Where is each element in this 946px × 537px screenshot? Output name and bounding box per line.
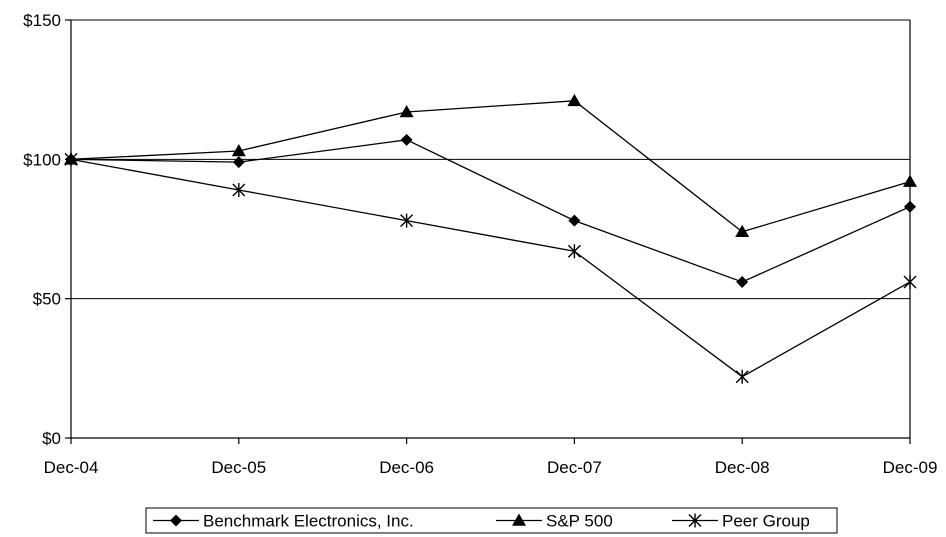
data-point xyxy=(400,213,414,228)
x-tick-label: Dec-08 xyxy=(715,458,770,477)
data-point xyxy=(736,275,749,288)
legend-item: Benchmark Electronics, Inc. xyxy=(153,512,414,531)
x-tick-label: Dec-04 xyxy=(44,458,99,477)
data-point xyxy=(903,274,917,289)
y-tick-label: $150 xyxy=(23,11,61,30)
data-point xyxy=(232,182,246,197)
legend-marker xyxy=(512,513,526,526)
y-tick-label: $100 xyxy=(23,150,61,169)
legend-item: S&P 500 xyxy=(496,512,613,531)
x-tick-label: Dec-06 xyxy=(379,458,434,477)
y-tick-label: $0 xyxy=(42,429,61,448)
gridlines xyxy=(71,19,910,300)
series-layer xyxy=(64,93,917,384)
data-point xyxy=(399,104,414,118)
data-point xyxy=(64,152,78,167)
y-ticks: $0 $50 $100 $150 xyxy=(23,11,71,448)
legend: Benchmark Electronics, Inc. S&P 500 Peer G… xyxy=(145,507,838,534)
x-tick-label: Dec-07 xyxy=(547,458,602,477)
legend-label: S&P 500 xyxy=(546,512,613,531)
series-triangle xyxy=(64,93,917,238)
data-point xyxy=(567,244,581,259)
data-point xyxy=(735,369,749,384)
data-point xyxy=(400,133,413,146)
legend-label: Peer Group xyxy=(722,512,810,531)
legend-marker xyxy=(688,513,702,528)
series-line xyxy=(70,100,911,233)
x-tick-label: Dec-09 xyxy=(883,458,938,477)
legend-item: Peer Group xyxy=(672,512,810,531)
y-tick-label: $50 xyxy=(33,290,61,309)
legend-box xyxy=(145,507,838,534)
data-point xyxy=(231,143,246,157)
legend-label: Benchmark Electronics, Inc. xyxy=(203,512,414,531)
x-ticks: Dec-04 Dec-05 Dec-06 Dec-07 Dec-08 Dec-09 xyxy=(44,438,938,477)
data-point xyxy=(735,224,750,238)
data-point xyxy=(904,200,916,213)
data-point xyxy=(232,156,245,169)
data-point xyxy=(567,93,582,107)
series-diamond xyxy=(65,133,916,288)
series-line xyxy=(70,158,911,378)
legend-marker xyxy=(170,514,182,527)
series-asterisk xyxy=(64,152,917,384)
data-point xyxy=(568,214,581,227)
data-point xyxy=(903,174,917,187)
x-tick-label: Dec-05 xyxy=(211,458,266,477)
axes xyxy=(70,20,911,439)
series-line xyxy=(70,139,911,283)
